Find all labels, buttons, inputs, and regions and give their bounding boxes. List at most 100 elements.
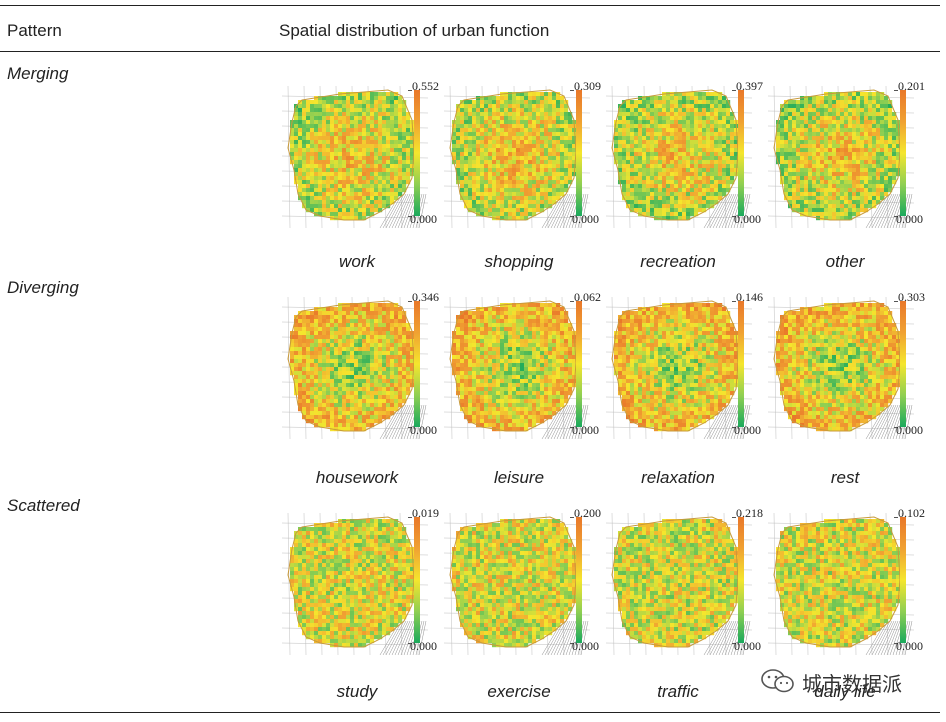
colorbar-min-label: 0.000 xyxy=(410,423,437,437)
colorbar-max-label: 0.309 xyxy=(574,79,601,93)
heatmap-daily-life xyxy=(767,512,915,656)
colorbar-max-label: 0.552 xyxy=(412,79,439,93)
colorbar-tick xyxy=(408,301,412,302)
colorbar-min-label: 0.000 xyxy=(572,423,599,437)
colorbar-min-label: 0.000 xyxy=(734,639,761,653)
function-label-other: other xyxy=(825,252,865,271)
map-panel-rest: 0.303 0.000 xyxy=(766,290,928,441)
colorbar-tick xyxy=(408,427,412,428)
heatmap-relaxation xyxy=(605,296,753,440)
colorbar xyxy=(900,517,906,643)
colorbar xyxy=(738,90,744,216)
map-panel-exercise: 0.200 0.000 xyxy=(442,506,604,657)
colorbar-max-label: 0.397 xyxy=(736,79,763,93)
colorbar-tick xyxy=(570,216,574,217)
colorbar xyxy=(414,517,420,643)
colorbar-min-label: 0.000 xyxy=(896,423,923,437)
colorbar xyxy=(900,301,906,427)
function-label-study: study xyxy=(336,682,378,701)
colorbar-tick xyxy=(732,427,736,428)
colorbar-tick xyxy=(894,517,898,518)
colorbar-tick xyxy=(894,90,898,91)
colorbar-tick xyxy=(732,90,736,91)
colorbar xyxy=(576,517,582,643)
bottom-rule xyxy=(0,712,940,713)
colorbar-tick xyxy=(894,427,898,428)
colorbar-tick xyxy=(408,643,412,644)
map-panel-shopping: 0.309 0.000 xyxy=(442,79,604,230)
heatmap-recreation xyxy=(605,85,753,229)
colorbar-min-label: 0.000 xyxy=(734,423,761,437)
map-panel-housework: 0.346 0.000 xyxy=(280,290,442,441)
colorbar-tick xyxy=(894,216,898,217)
pattern-column-header: Pattern xyxy=(7,21,62,40)
colorbar-max-label: 0.200 xyxy=(574,506,601,520)
colorbar xyxy=(414,90,420,216)
function-label-work: work xyxy=(339,252,375,271)
header-rule xyxy=(0,51,940,52)
colorbar-tick xyxy=(408,517,412,518)
function-label-leisure: leisure xyxy=(493,468,545,487)
colorbar-max-label: 0.218 xyxy=(736,506,763,520)
colorbar xyxy=(576,301,582,427)
top-rule xyxy=(0,5,940,6)
map-panel-other: 0.201 0.000 xyxy=(766,79,928,230)
colorbar-max-label: 0.019 xyxy=(412,506,439,520)
map-panel-leisure: 0.062 0.000 xyxy=(442,290,604,441)
colorbar-tick xyxy=(570,517,574,518)
colorbar xyxy=(738,517,744,643)
map-panel-work: 0.552 0.000 xyxy=(280,79,442,230)
function-label-traffic: traffic xyxy=(657,682,699,701)
colorbar-max-label: 0.303 xyxy=(898,290,925,304)
function-label-relaxation: relaxation xyxy=(641,468,715,487)
colorbar-tick xyxy=(408,216,412,217)
map-panel-recreation: 0.397 0.000 xyxy=(604,79,766,230)
colorbar-max-label: 0.146 xyxy=(736,290,763,304)
heatmap-exercise xyxy=(443,512,591,656)
function-label-rest: rest xyxy=(830,468,860,487)
heatmap-rest xyxy=(767,296,915,440)
colorbar-min-label: 0.000 xyxy=(896,212,923,226)
colorbar-tick xyxy=(570,301,574,302)
watermark-text: 城市数据派 xyxy=(802,672,902,696)
heatmap-housework xyxy=(281,296,429,440)
colorbar-max-label: 0.346 xyxy=(412,290,439,304)
heatmap-shopping xyxy=(443,85,591,229)
heatmap-leisure xyxy=(443,296,591,440)
colorbar-max-label: 0.102 xyxy=(898,506,925,520)
map-panel-study: 0.019 0.000 xyxy=(280,506,442,657)
colorbar-min-label: 0.000 xyxy=(572,212,599,226)
colorbar-min-label: 0.000 xyxy=(410,639,437,653)
colorbar-tick xyxy=(570,643,574,644)
colorbar-tick xyxy=(732,643,736,644)
colorbar-tick xyxy=(732,216,736,217)
heatmap-traffic xyxy=(605,512,753,656)
function-label-housework: housework xyxy=(315,468,399,487)
map-panel-traffic: 0.218 0.000 xyxy=(604,506,766,657)
distribution-column-header: Spatial distribution of urban function xyxy=(279,21,550,40)
colorbar-tick xyxy=(894,643,898,644)
colorbar-tick xyxy=(408,90,412,91)
colorbar xyxy=(576,90,582,216)
function-label-recreation: recreation xyxy=(640,252,716,271)
heatmap-other xyxy=(767,85,915,229)
colorbar xyxy=(900,90,906,216)
heatmap-work xyxy=(281,85,429,229)
colorbar-tick xyxy=(894,301,898,302)
map-panel-daily-life: 0.102 0.000 xyxy=(766,506,928,657)
colorbar xyxy=(738,301,744,427)
colorbar-tick xyxy=(732,517,736,518)
colorbar-max-label: 0.062 xyxy=(574,290,601,304)
map-panel-relaxation: 0.146 0.000 xyxy=(604,290,766,441)
colorbar-tick xyxy=(570,90,574,91)
wechat-icon xyxy=(761,669,794,693)
colorbar-min-label: 0.000 xyxy=(896,639,923,653)
pattern-diverging: Diverging xyxy=(7,278,79,297)
function-label-shopping: shopping xyxy=(484,252,554,271)
colorbar-min-label: 0.000 xyxy=(410,212,437,226)
colorbar-min-label: 0.000 xyxy=(572,639,599,653)
function-label-exercise: exercise xyxy=(487,682,551,701)
function-label-daily-life: daily life xyxy=(814,682,876,701)
colorbar-min-label: 0.000 xyxy=(734,212,761,226)
pattern-scattered: Scattered xyxy=(7,496,80,515)
